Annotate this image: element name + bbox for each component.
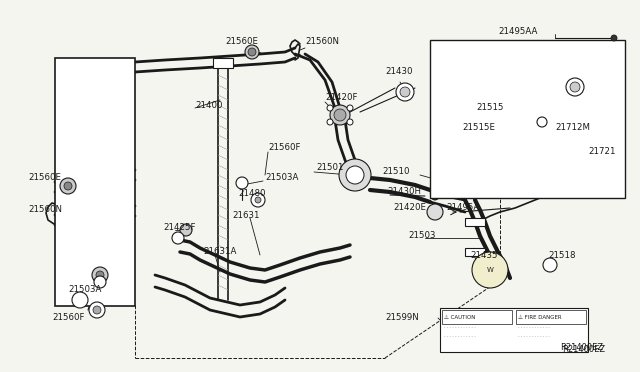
Text: 21430H: 21430H [387, 187, 421, 196]
Bar [430, 40, 625, 198]
Circle shape [245, 45, 259, 59]
Bar [55, 58, 135, 306]
Circle shape [334, 109, 346, 121]
Text: ⚠ CAUTION: ⚠ CAUTION [444, 314, 476, 320]
Circle shape [248, 48, 256, 56]
Text: 21495AA: 21495AA [498, 28, 538, 36]
Circle shape [60, 178, 76, 194]
Circle shape [94, 276, 106, 288]
Bar [440, 308, 588, 352]
Circle shape [64, 182, 72, 190]
Circle shape [472, 252, 508, 288]
Text: - - - - - - - - - - - -: - - - - - - - - - - - - [518, 325, 550, 329]
Circle shape [611, 35, 617, 41]
Text: 21560E: 21560E [28, 173, 61, 183]
Text: 21420E: 21420E [393, 203, 426, 212]
Text: ⚠ FIRE DANGER: ⚠ FIRE DANGER [518, 314, 562, 320]
Text: 21515: 21515 [476, 103, 504, 112]
Text: 21560F: 21560F [268, 144, 301, 153]
Circle shape [440, 177, 450, 187]
Text: 21518: 21518 [548, 250, 575, 260]
Text: 21503A: 21503A [265, 173, 298, 183]
Circle shape [347, 119, 353, 125]
Circle shape [180, 224, 192, 236]
Circle shape [339, 159, 371, 191]
Text: 21560N: 21560N [305, 38, 339, 46]
Text: 21430: 21430 [385, 67, 413, 77]
Bar [516, 310, 586, 324]
Text: R21400EZ: R21400EZ [562, 346, 605, 355]
Text: 21560N: 21560N [28, 205, 62, 215]
Circle shape [427, 204, 443, 220]
Circle shape [347, 105, 353, 111]
Circle shape [346, 166, 364, 184]
Polygon shape [537, 82, 590, 148]
Bar [465, 248, 485, 256]
Circle shape [396, 83, 414, 101]
Text: W: W [486, 267, 493, 273]
Text: 21435: 21435 [470, 250, 497, 260]
Text: 21599N: 21599N [385, 312, 419, 321]
Circle shape [566, 78, 584, 96]
Text: 21631: 21631 [232, 211, 259, 219]
Circle shape [251, 193, 265, 207]
Text: 21515E: 21515E [462, 124, 495, 132]
Circle shape [255, 197, 261, 203]
Bar [442, 310, 512, 324]
Text: 21510: 21510 [382, 167, 410, 176]
Circle shape [431, 192, 439, 200]
Circle shape [72, 292, 88, 308]
Text: 21560F: 21560F [52, 314, 84, 323]
Circle shape [327, 119, 333, 125]
Circle shape [172, 232, 184, 244]
Text: - - - - - - - - - - - -: - - - - - - - - - - - - [518, 334, 550, 338]
Circle shape [537, 117, 547, 127]
Text: 21501: 21501 [316, 164, 344, 173]
Text: 21721: 21721 [588, 148, 616, 157]
Circle shape [93, 306, 101, 314]
Circle shape [400, 87, 410, 97]
Text: 21420F: 21420F [325, 93, 358, 103]
Text: 21631A: 21631A [203, 247, 236, 257]
Text: 21560E: 21560E [225, 38, 258, 46]
Circle shape [543, 258, 557, 272]
Text: 21503A: 21503A [68, 285, 101, 295]
Circle shape [89, 302, 105, 318]
Circle shape [330, 105, 350, 125]
Circle shape [570, 82, 580, 92]
Text: R21400EZ: R21400EZ [560, 343, 603, 353]
Text: 21480: 21480 [238, 189, 266, 198]
Circle shape [327, 105, 333, 111]
Text: 21712M: 21712M [555, 124, 590, 132]
Text: 21425F: 21425F [163, 224, 195, 232]
Bar [465, 218, 485, 226]
Circle shape [92, 267, 108, 283]
Text: 21503: 21503 [408, 231, 435, 240]
Bar [213, 58, 233, 68]
Text: - - - - - - - - - - - -: - - - - - - - - - - - - [444, 325, 476, 329]
Circle shape [96, 271, 104, 279]
Text: 21495A: 21495A [446, 203, 479, 212]
Circle shape [236, 177, 248, 189]
Text: 21400: 21400 [195, 100, 223, 109]
Text: - - - - - - - - - - - -: - - - - - - - - - - - - [444, 334, 476, 338]
